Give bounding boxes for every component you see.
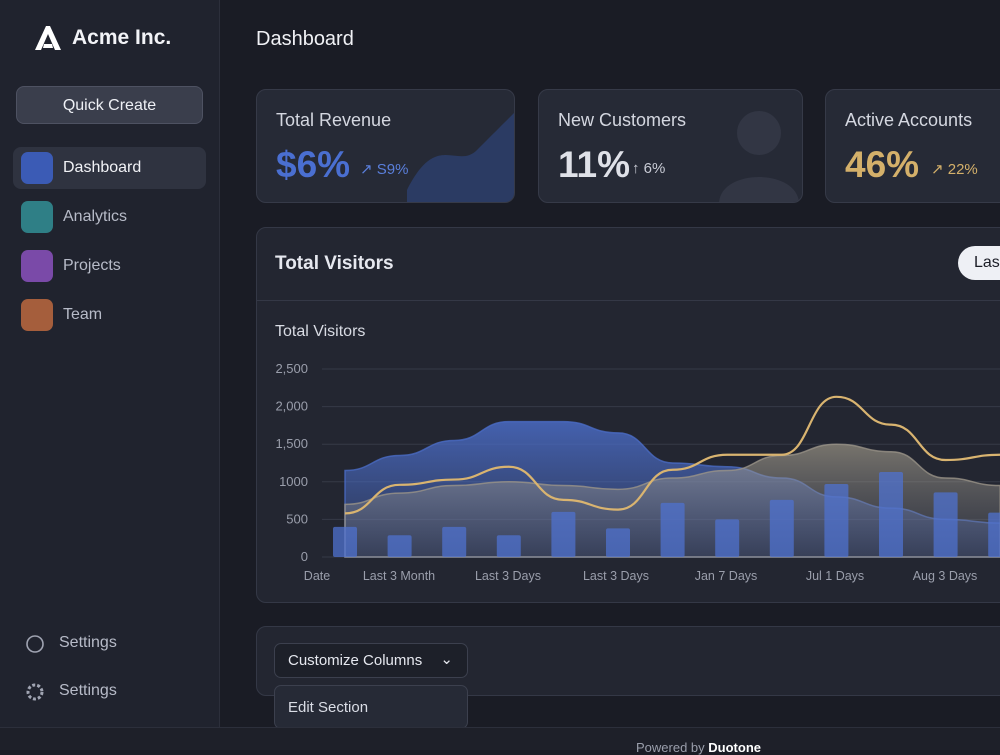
quick-create-button[interactable]: Quick Create bbox=[16, 86, 203, 124]
y-tick-label: 2,500 bbox=[275, 361, 308, 376]
card-change: ↑ 6% bbox=[632, 160, 666, 177]
logo bbox=[35, 26, 61, 50]
change-value: 22% bbox=[947, 161, 978, 178]
stat-card: Active Accounts 46% ↗ 22% bbox=[825, 89, 1000, 203]
card-label: Active Accounts bbox=[845, 110, 973, 130]
nav-label: Projects bbox=[63, 257, 121, 274]
nav-label: Dashboard bbox=[63, 159, 142, 176]
nav-item[interactable]: Analytics bbox=[13, 196, 206, 238]
x-tick-label: Last 3 Month bbox=[363, 569, 435, 583]
sidebar: Acme Inc. Quick Create Dashboard Analyti… bbox=[0, 0, 220, 727]
card-change: ↗ S9% bbox=[360, 161, 409, 178]
bar bbox=[606, 528, 630, 557]
bar bbox=[442, 526, 467, 557]
bar bbox=[333, 526, 357, 557]
bar bbox=[988, 512, 1000, 557]
chart-title: Total Visitors bbox=[275, 323, 366, 340]
card-value: 11% bbox=[558, 144, 631, 185]
x-tick-label: Last 3 Days bbox=[475, 569, 541, 583]
y-tick-label: 1000 bbox=[279, 474, 308, 489]
bar bbox=[769, 499, 794, 557]
icon bbox=[26, 635, 44, 653]
customize-button[interactable]: Customize Columns ⌄ bbox=[274, 643, 468, 678]
y-tick-label: 2,000 bbox=[275, 399, 308, 414]
x-tick-label: Last 3 Days bbox=[583, 569, 649, 583]
nav-item[interactable]: Dashboard bbox=[13, 147, 206, 189]
bar bbox=[879, 472, 903, 557]
menu-item[interactable]: Edit Section bbox=[274, 685, 468, 729]
icon bbox=[26, 683, 44, 701]
x-tick-label: Aug 3 Days bbox=[913, 569, 978, 583]
y-tick-label: 500 bbox=[286, 511, 308, 526]
decoration bbox=[719, 111, 799, 202]
visitors-chart: 0 500 1000 1,500 2,000 2,500 Date Last 3 Month L… bbox=[275, 361, 1000, 583]
footer: Powered by Duotone bbox=[0, 727, 1000, 755]
card-change: ↗ 22% bbox=[931, 161, 978, 178]
footer-brand: Duotone bbox=[708, 740, 761, 755]
nav-item[interactable]: Projects bbox=[13, 245, 206, 287]
line bbox=[344, 395, 1000, 515]
x-tick-label: Date bbox=[304, 569, 330, 583]
settings-label: Settings bbox=[59, 634, 117, 651]
bar bbox=[824, 484, 849, 557]
customize-label: Customize Columns bbox=[288, 652, 423, 669]
stat-card: New Customers 11% ↑ 6% bbox=[538, 89, 803, 203]
bar bbox=[660, 502, 685, 557]
bar bbox=[387, 535, 412, 557]
settings-link[interactable]: Settings bbox=[24, 634, 174, 654]
y-tick-label: 0 bbox=[301, 549, 308, 564]
chevron: ⌄ bbox=[440, 651, 453, 668]
range-button[interactable]: Las bbox=[958, 246, 1000, 280]
decoration bbox=[407, 113, 514, 202]
card-label: Total Revenue bbox=[276, 110, 392, 130]
card-value: $6% bbox=[276, 144, 351, 185]
change-value: S9% bbox=[376, 161, 409, 178]
bar bbox=[933, 492, 958, 557]
settings-label: Settings bbox=[59, 682, 117, 699]
nav-label: Team bbox=[63, 306, 103, 323]
card-value: 46% bbox=[845, 144, 920, 185]
stat-card: Total Revenue $6% ↗ S9% bbox=[256, 89, 515, 203]
x-tick-label: Jul 1 Days bbox=[806, 569, 864, 583]
bar bbox=[496, 535, 521, 557]
footer-prefix: Powered by bbox=[636, 740, 705, 755]
settings-link[interactable]: Settings bbox=[24, 682, 174, 702]
panel-title: Total Visitors bbox=[275, 253, 394, 274]
bar bbox=[715, 519, 740, 557]
page-title: Dashboard bbox=[256, 28, 354, 50]
change-value: 6% bbox=[643, 160, 666, 177]
nav-label: Analytics bbox=[63, 208, 128, 225]
x-tick-label: Jan 7 Days bbox=[695, 569, 758, 583]
brand: Acme Inc. bbox=[72, 26, 172, 49]
bar bbox=[551, 511, 576, 557]
card-label: New Customers bbox=[558, 110, 687, 130]
nav-item[interactable]: Team bbox=[13, 294, 206, 336]
divider bbox=[257, 300, 1000, 301]
footer-text: Powered by Duotone bbox=[636, 740, 761, 755]
y-tick-label: 1,500 bbox=[275, 436, 308, 451]
